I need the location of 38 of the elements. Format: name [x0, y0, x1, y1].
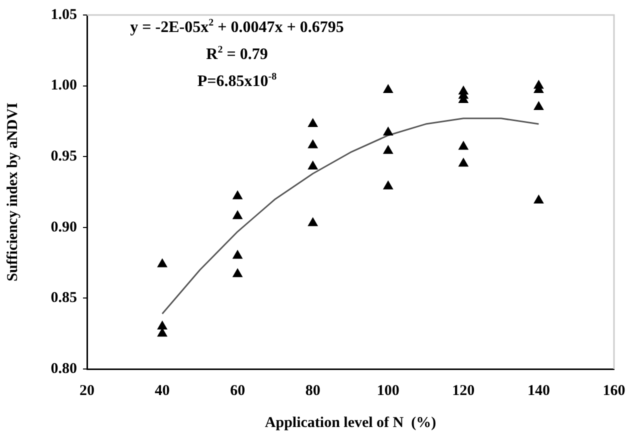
annotation: R$^{2}$ = 0.79	[205, 44, 269, 65]
point	[383, 127, 393, 136]
point	[308, 118, 318, 128]
y-tick-label: 0.95	[50, 148, 77, 164]
x-axis-title: Application level of N (%)	[264, 414, 436, 431]
y-tick-label: 0.90	[50, 219, 77, 236]
point	[383, 145, 393, 154]
point	[383, 180, 393, 190]
y-tick-label: 0.80	[50, 360, 77, 377]
x-tick-label: 60	[230, 382, 246, 399]
y-tick-label: 0.85	[50, 290, 77, 306]
point	[232, 190, 242, 200]
annotation: P=6.85x10$^{-8}$	[196, 70, 278, 92]
x-tick-label: 160	[602, 382, 626, 399]
point	[308, 161, 318, 170]
x-tick-label: 40	[154, 382, 170, 399]
x-tick-label: 140	[527, 382, 550, 399]
x-tick-label: 20	[80, 382, 94, 399]
point	[157, 328, 168, 337]
point	[232, 268, 242, 278]
point	[157, 258, 168, 268]
y-tick-label: 1.05	[50, 6, 77, 23]
annotation: y = -2E-05x$^{2}$ + 0.0047x + 0.6795	[129, 16, 345, 38]
point	[383, 84, 393, 94]
y-tick-label: 1.00	[50, 78, 77, 94]
point	[458, 158, 468, 167]
point	[157, 321, 168, 330]
x-tick-label: 100	[376, 382, 400, 399]
x-tick-label: 80	[305, 382, 320, 399]
point	[534, 102, 544, 110]
x-tick-label: 120	[452, 382, 475, 399]
point	[458, 141, 468, 150]
point	[232, 210, 242, 220]
point	[308, 218, 318, 226]
point	[308, 140, 318, 148]
point	[232, 250, 242, 259]
point	[534, 194, 544, 204]
y-axis-title: Sufficiency index by aNDVI	[4, 102, 21, 282]
